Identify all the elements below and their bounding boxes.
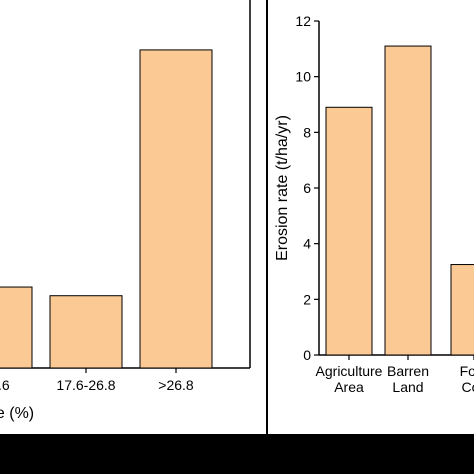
right-bar-0 [325,106,373,356]
right-ytick-label-4: 8 [303,124,311,140]
left-bar-0 [0,286,33,369]
left-xtick-label-2: >26.8 [158,377,194,393]
right-ytick-label-1: 2 [303,291,311,307]
right-y-axis-label: Erosion rate (t/ha/yr) [274,115,291,261]
left-x-axis-label: e (%) [0,405,34,422]
right-xtick-label-2-1: Cov [462,379,474,395]
left-xtick-label-0: 17.6 [0,377,10,393]
right-xtick-label-1-1: Land [392,379,423,395]
left-bar-2 [139,49,213,369]
left-bar-1 [49,295,123,369]
right-bar-2 [450,264,474,356]
right-xtick-label-0-0: Agriculture [316,363,383,379]
right-xtick-label-1-0: Barren [387,363,429,379]
right-ytick-label-2: 4 [303,236,311,252]
left-chart-panel: 17.6 17.6-26.8 >26.8 e (%) [0,0,251,422]
right-ytick-label-3: 6 [303,180,311,196]
right-ytick-label-0: 0 [303,347,311,363]
right-ytick-label-6: 12 [295,13,311,29]
right-bar-1 [384,45,432,356]
left-xtick-label-1: 17.6-26.8 [56,377,115,393]
right-ytick-label-5: 10 [295,69,311,85]
right-xtick-label-2-0: Fore [460,363,474,379]
right-xtick-label-0-1: Area [334,379,364,395]
